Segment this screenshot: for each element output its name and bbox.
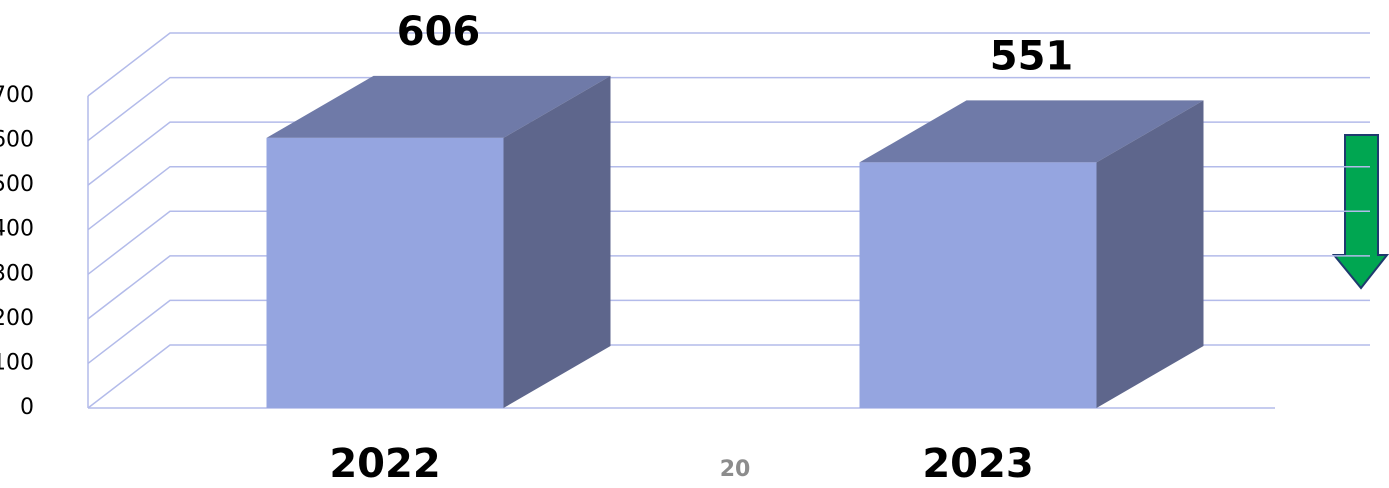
y-tick-label: 400 xyxy=(0,217,34,242)
bar-side xyxy=(1096,100,1204,408)
grid-line xyxy=(87,76,1370,142)
grid-line xyxy=(87,32,1370,97)
x-tick-label: 2022 xyxy=(329,441,440,487)
value-label: 606 xyxy=(397,9,481,55)
y-tick-label: 200 xyxy=(0,306,34,331)
y-tick-label: 700 xyxy=(0,83,34,108)
y-tick-label: 300 xyxy=(0,261,34,286)
y-tick-label: 600 xyxy=(0,128,34,153)
bar xyxy=(859,162,1097,408)
y-tick-label: 100 xyxy=(0,350,34,375)
y-tick-label: 0 xyxy=(20,395,34,420)
bar-top xyxy=(859,100,1204,163)
y-tick-label: 500 xyxy=(0,172,34,197)
page-number: 20 xyxy=(720,457,751,482)
value-label: 551 xyxy=(990,33,1074,79)
bar-top xyxy=(266,75,611,138)
x-tick-label: 2023 xyxy=(922,441,1033,487)
bar-side xyxy=(503,75,611,408)
bar xyxy=(266,137,504,408)
